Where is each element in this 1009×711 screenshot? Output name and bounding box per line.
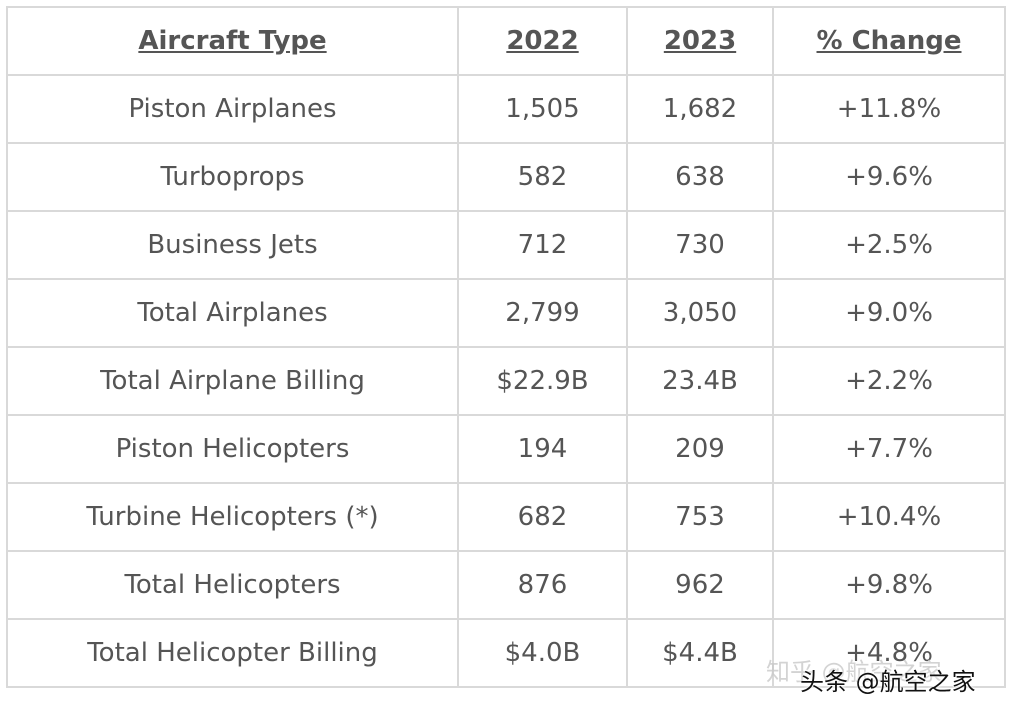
table-row: Piston Airplanes 1,505 1,682 +11.8%: [6, 74, 1006, 144]
table-cell: 2,799: [457, 278, 628, 348]
table-cell: 682: [457, 482, 628, 552]
table-cell: +2.5%: [772, 210, 1006, 280]
table-row: Total Helicopters 876 962 +9.8%: [6, 550, 1006, 620]
table-cell: +2.2%: [772, 346, 1006, 416]
table-cell: Total Helicopter Billing: [6, 618, 459, 688]
table-row: Business Jets 712 730 +2.5%: [6, 210, 1006, 280]
table-cell: Total Airplane Billing: [6, 346, 459, 416]
data-table: Aircraft Type 2022 2023% Change Piston Air…: [6, 6, 1006, 688]
table-cell: 1,682: [626, 74, 774, 144]
table-cell: +9.6%: [772, 142, 1006, 212]
table-cell: 753: [626, 482, 774, 552]
table-cell: 1,505: [457, 74, 628, 144]
table-cell: 3,050: [626, 278, 774, 348]
table-cell: Total Helicopters: [6, 550, 459, 620]
table-cell: Turboprops: [6, 142, 459, 212]
table-row: Turboprops 582 638 +9.6%: [6, 142, 1006, 212]
watermark: 知乎 @航空之家: [766, 658, 942, 686]
table-cell: +10.4%: [772, 482, 1006, 552]
table-cell: 23.4B: [626, 346, 774, 416]
table-cell: Total Airplanes: [6, 278, 459, 348]
table-cell: Business Jets: [6, 210, 459, 280]
header-cell: 2023: [626, 6, 774, 76]
table-cell: Piston Helicopters: [6, 414, 459, 484]
header-cell: % Change: [772, 6, 1006, 76]
table-cell: 962: [626, 550, 774, 620]
table-cell: $4.4B: [626, 618, 774, 688]
table-row: Total Helicopter Billing $4.0B $4.4B +4.8%: [6, 618, 1006, 688]
header-cell: Aircraft Type: [6, 6, 459, 76]
table-cell: Piston Airplanes: [6, 74, 459, 144]
watermark: 头条 @航空之家: [800, 668, 976, 696]
table-cell: 712: [457, 210, 628, 280]
table-cell: +7.7%: [772, 414, 1006, 484]
table-cell: 876: [457, 550, 628, 620]
table-cell: +4.8%: [772, 618, 1006, 688]
table-body: Piston Airplanes 1,505 1,682 +11.8% Turbopro…: [6, 74, 1006, 688]
header-row: Aircraft Type 2022 2023% Change: [6, 6, 1006, 76]
table-row: Total Airplanes 2,799 3,050 +9.0%: [6, 278, 1006, 348]
table-row: Total Airplane Billing $22.9B 23.4B +2.2%: [6, 346, 1006, 416]
table-row: Turbine Helicopters (*) 682 753 +10.4%: [6, 482, 1006, 552]
table-cell: 638: [626, 142, 774, 212]
table-cell: Turbine Helicopters (*): [6, 482, 459, 552]
table-cell: 194: [457, 414, 628, 484]
table-row: Piston Helicopters 194 209 +7.7%: [6, 414, 1006, 484]
table-cell: 582: [457, 142, 628, 212]
table-cell: $4.0B: [457, 618, 628, 688]
table-cell: 730: [626, 210, 774, 280]
table-cell: 209: [626, 414, 774, 484]
header-cell: 2022: [457, 6, 628, 76]
table-cell: +11.8%: [772, 74, 1006, 144]
table-cell: +9.8%: [772, 550, 1006, 620]
table-cell: +9.0%: [772, 278, 1006, 348]
table-cell: $22.9B: [457, 346, 628, 416]
